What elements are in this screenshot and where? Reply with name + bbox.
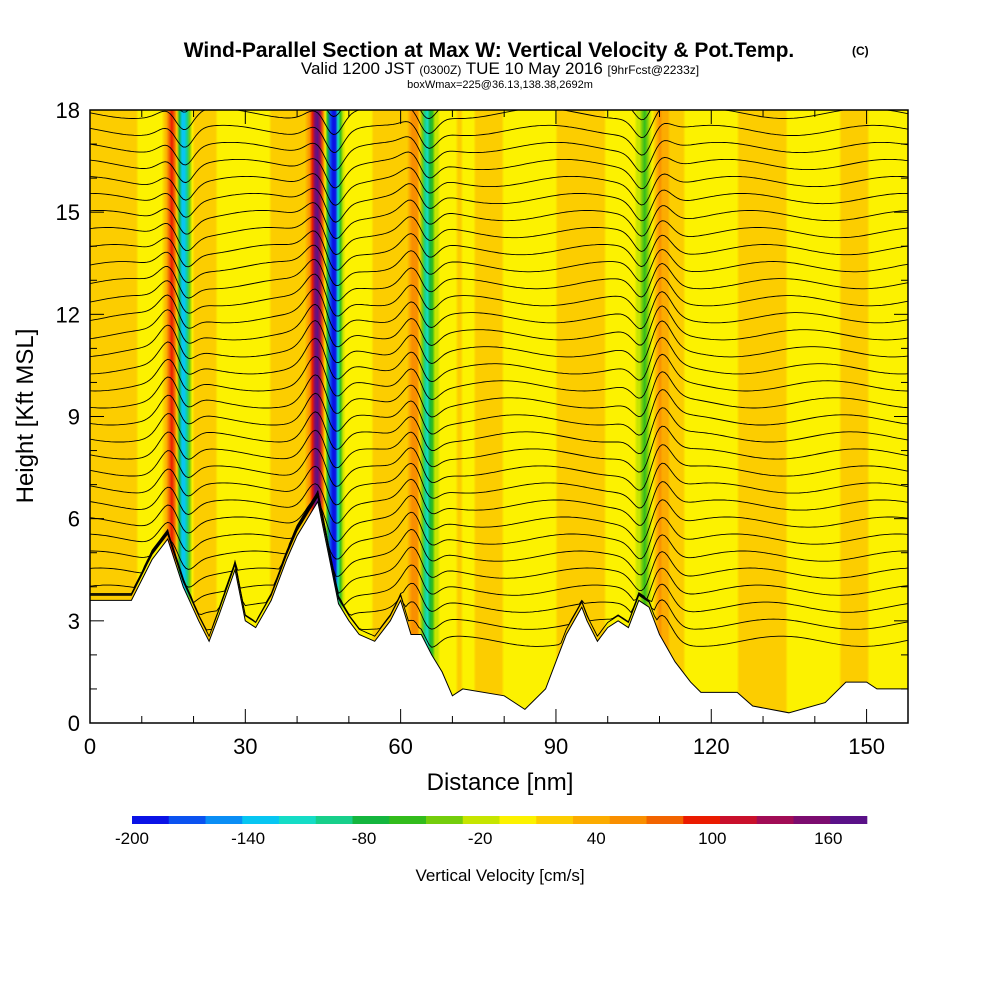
isentrope-line [90,167,908,206]
terrain-mask [90,500,908,723]
x-axis: 0 30 60 90 120 150 [84,110,885,759]
plot-area [90,110,908,723]
forecast-info: [9hrFcst@2233z] [608,63,700,77]
x-tick-label: 60 [388,734,412,759]
isentrope-line [90,136,908,173]
isentrope-line [90,407,908,455]
y-tick-label: 12 [56,302,80,327]
colorbar-tick-label: -20 [468,829,493,848]
isentrope-line [90,110,908,139]
colorbar-swatch [168,816,206,824]
isentrope-line [90,462,908,509]
colorbar-swatch [279,816,317,824]
isentrope-line [90,273,908,317]
isentrope-line [90,490,908,560]
isentrope-line [90,490,908,543]
isentrope-line [90,199,908,240]
isentrope-line [90,491,908,577]
isentrope-line [90,230,908,271]
isentrope-line [90,492,908,607]
isentrope-line [90,444,908,491]
isentrope-line [90,259,908,302]
isentrope-line [90,244,908,286]
y-tick-label: 18 [56,98,80,123]
y-axis: 0 3 6 9 12 15 18 [56,98,908,736]
isentrope-line [90,121,908,156]
colorbar-swatch [609,816,647,824]
colorbar-swatch [720,816,758,824]
colorbar-tick-label: -80 [352,829,377,848]
isentrope-line [90,389,908,436]
colorbar-ticks: -200 -140 -80 -20 40 100 160 [115,829,843,848]
y-tick-label: 0 [68,711,80,736]
x-tick-label: 0 [84,734,96,759]
x-tick-label: 120 [693,734,730,759]
valid-z: (0300Z) [419,63,461,77]
isentrope-line [90,491,908,595]
colorbar-swatch [499,816,537,824]
isentrope-line [90,425,908,473]
colorbar-swatch [683,816,721,824]
y-tick-label: 15 [56,200,80,225]
isentrope-line [90,371,908,418]
colorbar-swatch [315,816,353,824]
colorbar-swatch [242,816,280,824]
isentrope-line [90,353,908,401]
y-tick-label: 3 [68,609,80,634]
isentrope-line [90,336,908,383]
y-tick-label: 6 [68,507,80,532]
y-axis-label: Height [Kft MSL] [12,329,39,504]
colorbar-swatch [536,816,574,824]
isentrope-line [90,320,908,364]
colorbar-swatch [830,816,868,824]
isentrope-line [90,216,908,256]
colorbar-tick-label: -140 [231,829,265,848]
isentrope-line [90,303,908,348]
colorbar [132,816,868,824]
colorbar-swatch [573,816,611,824]
colorbar-swatch [205,816,243,824]
x-tick-label: 90 [544,734,568,759]
colorbar-tick-label: 40 [587,829,606,848]
isentrope-line [90,151,908,190]
isentrope-line [90,288,908,332]
colorbar-swatch [389,816,427,824]
colorbar-swatch [646,816,684,824]
box-info: boxWmax=225@36.13,138.38,2692m [407,79,593,91]
colorbar-swatch [756,816,794,824]
colorbar-tick-label: 160 [814,829,842,848]
x-axis-label: Distance [nm] [427,769,574,796]
colorbar-swatch [426,816,464,824]
isentrope-line [90,183,908,223]
valid-date: TUE 10 May 2016 [466,59,603,78]
colorbar-swatch [132,816,170,824]
colorbar-tick-label: -200 [115,829,149,848]
isentrope-line [90,478,908,526]
chart-title: Wind-Parallel Section at Max W: Vertical… [184,39,795,62]
x-tick-label: 30 [233,734,257,759]
isentrope-contours [90,110,908,648]
colorbar-tick-label: 100 [698,829,726,848]
y-tick-label: 9 [68,405,80,430]
valid-time-line: Valid 1200 JST (0300Z) TUE 10 May 2016 [… [301,59,699,78]
valid-prefix: Valid 1200 JST [301,59,415,78]
colorbar-label: Vertical Velocity [cm/s] [415,866,584,885]
colorbar-swatch [793,816,831,824]
copyright-mark: (C) [852,44,869,58]
colorbar-swatch [352,816,390,824]
colorbar-swatch [462,816,500,824]
x-tick-label: 150 [848,734,885,759]
